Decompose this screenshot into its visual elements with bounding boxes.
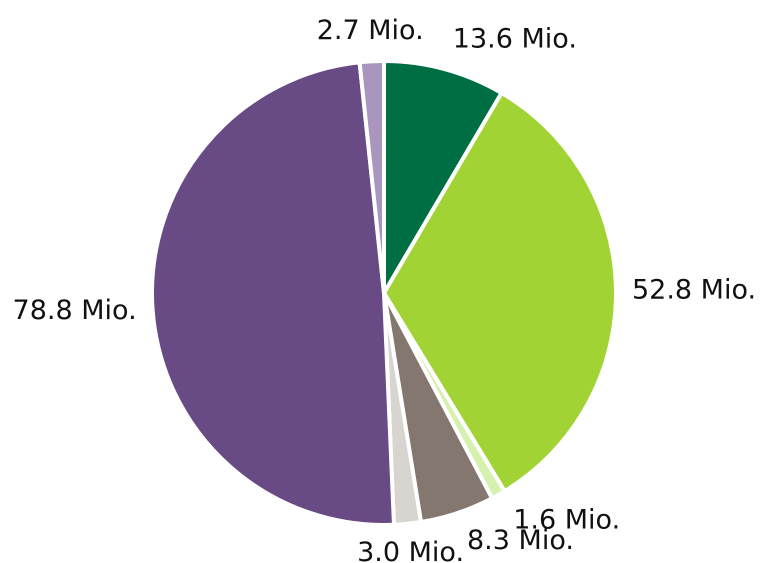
data-label: 13.6 Mio. [453,24,577,55]
data-label: 8.3 Mio. [467,525,574,556]
data-label: 2.7 Mio. [317,15,424,46]
pie-slice [357,59,386,295]
data-label: 78.8 Mio. [13,295,137,326]
pie-slice [382,90,618,494]
pie-slice [382,59,504,295]
pie-slice [150,60,396,527]
data-label: 52.8 Mio. [632,275,756,306]
data-label: 3.0 Mio. [357,537,464,563]
data-label: 1.6 Mio. [513,504,620,535]
